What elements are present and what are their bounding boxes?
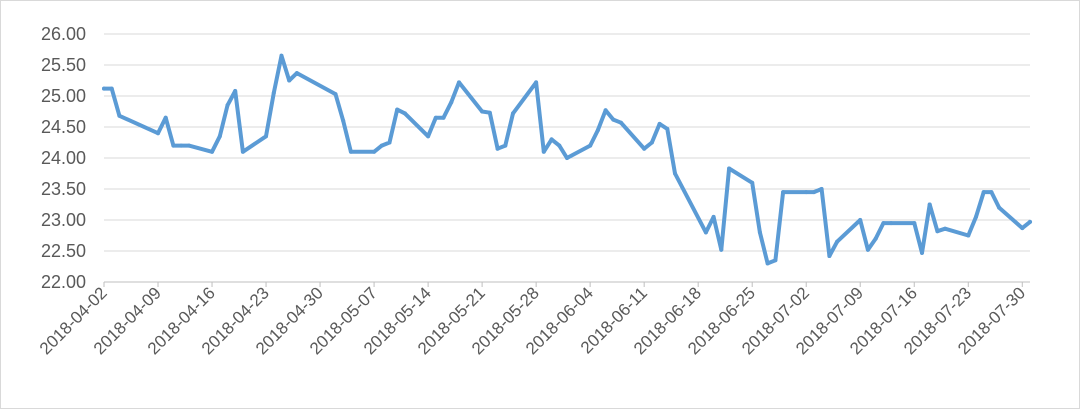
data-point xyxy=(858,218,863,222)
data-point xyxy=(210,149,214,154)
data-point xyxy=(495,146,500,151)
data-point xyxy=(804,190,809,195)
data-point xyxy=(1020,226,1025,231)
data-point xyxy=(372,149,377,154)
data-point xyxy=(264,134,268,139)
y-tick-label: 26.00 xyxy=(41,24,86,44)
data-point xyxy=(217,134,222,139)
data-point xyxy=(719,247,724,252)
data-point xyxy=(426,134,431,139)
data-point xyxy=(997,205,1002,210)
data-point xyxy=(179,143,184,148)
data-point xyxy=(109,86,114,91)
data-point xyxy=(480,109,485,114)
data-point xyxy=(835,239,840,244)
data-point xyxy=(727,166,732,171)
data-point xyxy=(511,111,515,116)
data-point xyxy=(156,131,160,136)
data-point xyxy=(819,187,824,191)
data-point xyxy=(341,118,346,123)
data-point xyxy=(750,180,755,185)
data-point xyxy=(673,171,677,176)
data-point xyxy=(611,117,616,122)
data-point xyxy=(765,261,770,266)
data-point xyxy=(541,149,546,154)
data-point xyxy=(865,247,870,252)
data-point xyxy=(811,190,816,195)
y-axis-ticks: 22.00 22.50 23.00 23.50 24.00 24.50 25.00 25.50… xyxy=(41,24,86,292)
data-point xyxy=(873,236,878,241)
y-tick-label: 24.00 xyxy=(41,148,86,168)
data-point xyxy=(703,230,708,235)
data-point xyxy=(981,190,986,195)
data-point xyxy=(642,146,647,151)
data-point xyxy=(457,80,461,85)
data-point xyxy=(503,143,508,148)
y-tick-label: 22.50 xyxy=(41,241,86,261)
data-point xyxy=(233,89,238,93)
y-tick-label: 25.00 xyxy=(41,86,86,106)
y-tick-label: 25.50 xyxy=(41,55,86,75)
data-point xyxy=(240,149,245,154)
data-point xyxy=(557,143,562,148)
series-line xyxy=(102,53,1032,266)
data-point xyxy=(773,258,778,263)
data-point xyxy=(757,230,762,235)
y-tick-label: 22.00 xyxy=(41,272,86,292)
data-point xyxy=(603,108,608,113)
series-layer xyxy=(102,53,1032,266)
gridlines xyxy=(104,33,1030,283)
data-point xyxy=(433,115,438,120)
data-point xyxy=(117,113,122,118)
data-point xyxy=(935,229,940,234)
data-point xyxy=(186,143,191,148)
data-point xyxy=(943,226,948,231)
data-point xyxy=(549,137,554,142)
data-point xyxy=(989,190,994,195)
data-point xyxy=(649,140,654,145)
data-point xyxy=(449,100,454,105)
data-point xyxy=(588,143,593,148)
data-point xyxy=(827,254,832,258)
data-point xyxy=(441,115,446,120)
data-point xyxy=(102,86,106,91)
data-point xyxy=(333,92,338,97)
data-point xyxy=(565,156,569,160)
data-point xyxy=(287,78,292,83)
data-point xyxy=(379,143,384,148)
y-tick-label: 23.50 xyxy=(41,179,86,199)
data-point xyxy=(387,140,392,145)
x-axis-ticks: 2018-04-022018-04-092018-04-162018-04-23… xyxy=(36,282,1029,358)
data-point xyxy=(927,202,932,207)
data-point xyxy=(966,233,971,238)
data-point xyxy=(920,250,924,255)
data-point xyxy=(348,149,353,154)
data-point xyxy=(711,214,716,219)
data-point xyxy=(395,107,400,112)
data-point xyxy=(487,110,492,115)
data-point xyxy=(271,90,276,95)
data-point xyxy=(619,120,623,125)
data-point xyxy=(279,53,284,58)
data-point xyxy=(974,214,978,219)
data-point xyxy=(294,71,299,76)
data-point xyxy=(665,126,670,131)
data-point xyxy=(657,121,662,126)
data-point xyxy=(1028,219,1032,224)
data-point xyxy=(534,80,539,85)
y-tick-label: 23.00 xyxy=(41,210,86,230)
data-point xyxy=(171,143,176,148)
y-tick-label: 24.50 xyxy=(41,117,86,137)
data-point xyxy=(881,221,886,226)
data-point xyxy=(912,221,917,226)
data-point xyxy=(595,128,600,133)
data-point xyxy=(889,221,894,226)
data-point xyxy=(402,111,407,116)
data-point xyxy=(225,103,230,108)
data-point xyxy=(781,190,786,195)
data-point xyxy=(163,115,168,120)
